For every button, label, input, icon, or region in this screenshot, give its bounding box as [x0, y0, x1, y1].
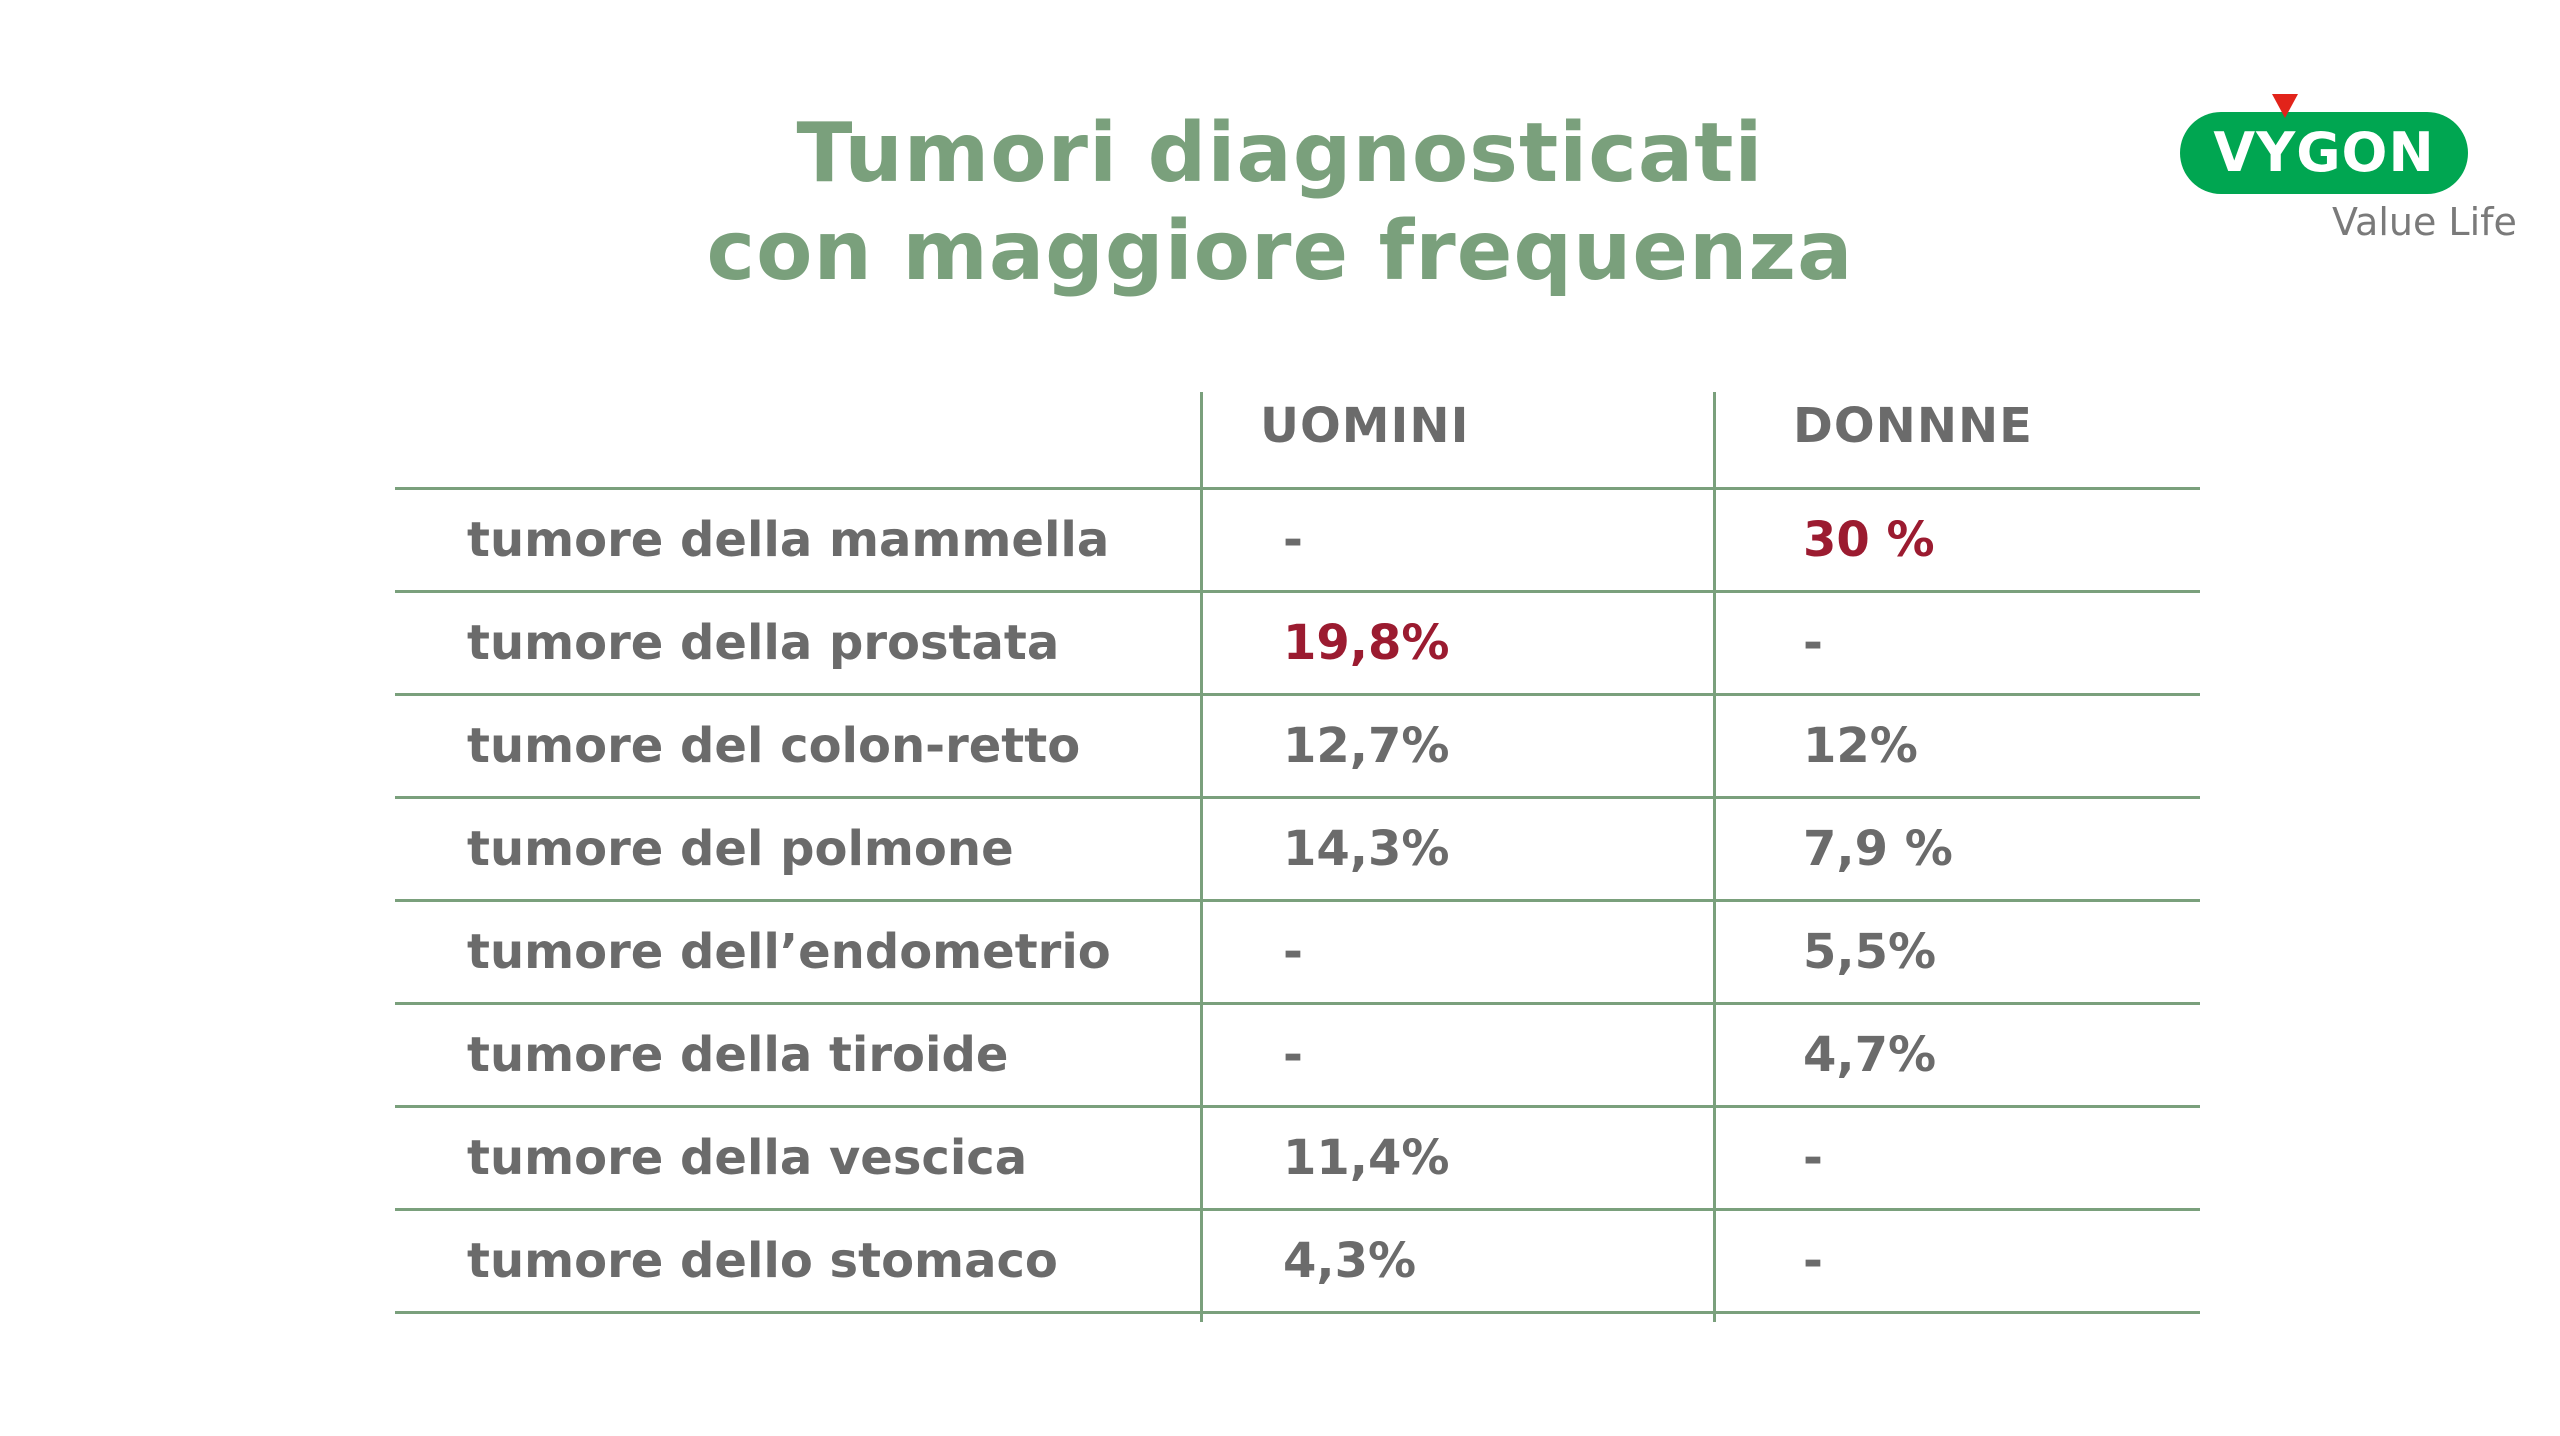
row-label: tumore della mammella — [467, 512, 1110, 568]
row-men-value: - — [1283, 512, 1303, 568]
page-title: Tumori diagnosticati con maggiore freque… — [0, 105, 2560, 301]
row-men-value: 4,3% — [1283, 1233, 1417, 1289]
table-row: tumore della prostata 19,8% - — [395, 590, 2200, 693]
table-row: tumore della vescica 11,4% - — [395, 1105, 2200, 1208]
table-row: tumore del colon-retto 12,7% 12% — [395, 693, 2200, 796]
row-label: tumore della prostata — [467, 615, 1060, 671]
row-women-value: 4,7% — [1803, 1027, 1937, 1083]
row-women-value: - — [1803, 1130, 1823, 1186]
row-label: tumore dell’endometrio — [467, 924, 1111, 980]
table-row: tumore dello stomaco 4,3% - — [395, 1208, 2200, 1314]
row-women-value: 5,5% — [1803, 924, 1937, 980]
row-label: tumore dello stomaco — [467, 1233, 1058, 1289]
row-label: tumore del colon-retto — [467, 718, 1081, 774]
row-women-value: 7,9 % — [1803, 821, 1953, 877]
table-row: tumore della tiroide - 4,7% — [395, 1002, 2200, 1105]
row-men-value: 11,4% — [1283, 1130, 1450, 1186]
row-label: tumore della tiroide — [467, 1027, 1009, 1083]
logo-tagline: Value Life — [2332, 200, 2517, 244]
row-women-value: 12% — [1803, 718, 1918, 774]
header-men: UOMINI — [1260, 398, 1470, 454]
title-line-1: Tumori diagnosticati — [796, 106, 1764, 201]
row-women-value: - — [1803, 1233, 1823, 1289]
column-divider-1 — [1200, 392, 1203, 1322]
table-header: UOMINI DONNNE — [395, 392, 2200, 487]
column-divider-2 — [1713, 392, 1716, 1322]
header-women: DONNNE — [1793, 398, 2033, 454]
logo-triangle-icon — [2272, 94, 2298, 118]
row-men-value: 19,8% — [1283, 615, 1450, 671]
row-label: tumore della vescica — [467, 1130, 1028, 1186]
table-row: tumore dell’endometrio - 5,5% — [395, 899, 2200, 1002]
row-men-value: 12,7% — [1283, 718, 1450, 774]
row-women-value: - — [1803, 615, 1823, 671]
row-men-value: - — [1283, 924, 1303, 980]
logo-pill-shape — [2180, 112, 2468, 194]
title-line-2: con maggiore frequenza — [706, 204, 1854, 299]
row-men-value: - — [1283, 1027, 1303, 1083]
vygon-logo: VYGON Value Life — [2180, 92, 2520, 244]
table-row: tumore del polmone 14,3% 7,9 % — [395, 796, 2200, 899]
row-label: tumore del polmone — [467, 821, 1014, 877]
row-men-value: 14,3% — [1283, 821, 1450, 877]
logo-wordmark: VYGON — [2213, 121, 2435, 184]
row-women-value: 30 % — [1803, 512, 1935, 568]
table-row: tumore della mammella - 30 % — [395, 487, 2200, 590]
